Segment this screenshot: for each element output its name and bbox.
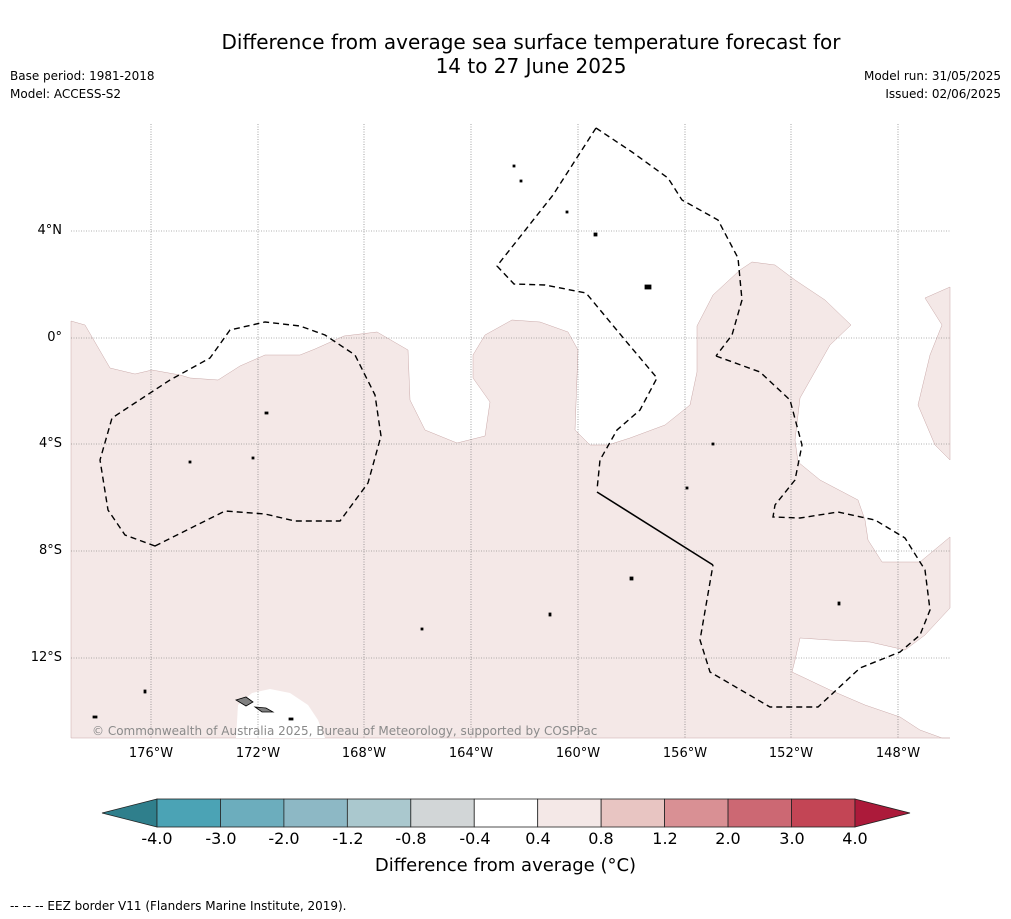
island-13 <box>420 627 424 631</box>
lat-label: 4°S <box>38 436 62 451</box>
colorbar-tick: 4.0 <box>842 829 868 848</box>
island-15 <box>519 179 523 183</box>
eez-line-islands-south <box>699 355 931 708</box>
colorbar-bin <box>156 798 221 828</box>
eez-phoenix <box>99 321 382 547</box>
island-14 <box>512 164 516 168</box>
lon-label: 176°W <box>128 746 174 761</box>
island-7 <box>593 232 598 237</box>
neutral-patch-south <box>236 689 325 738</box>
lon-label: 168°W <box>341 746 387 761</box>
colorbar-bin <box>600 798 666 828</box>
chart-title: Difference from average sea surface temp… <box>0 30 1011 78</box>
lon-label: 156°W <box>662 746 708 761</box>
issued-date: Issued: 02/06/2025 <box>885 87 1001 101</box>
maritime-boundary-solid <box>596 491 714 566</box>
colorbar-tick: -2.0 <box>268 829 300 848</box>
lon-label: 160°W <box>555 746 601 761</box>
samoa-island-large <box>235 696 254 707</box>
island-6 <box>288 717 294 721</box>
anomaly-region <box>70 261 951 739</box>
colorbar-bin <box>410 798 475 828</box>
model-name: Model: ACCESS-S2 <box>10 87 122 101</box>
colorbar-tick: -3.0 <box>205 829 237 848</box>
colorbar-tick: 0.8 <box>588 829 614 848</box>
island-1 <box>264 411 269 415</box>
lat-label: 12°S <box>30 650 62 665</box>
meta-left: Base period: 1981-2018 Model: ACCESS-S2 <box>10 67 155 103</box>
colorbar-tick: 1.2 <box>652 829 678 848</box>
colorbar-tick: -0.8 <box>395 829 427 848</box>
colorbar-tick: -1.2 <box>332 829 364 848</box>
copyright-notice: © Commonwealth of Australia 2025, Bureau… <box>92 724 598 738</box>
title-line-2: 14 to 27 June 2025 <box>435 54 627 78</box>
colorbar-bin <box>537 798 602 828</box>
colorbar-tick: 3.0 <box>779 829 805 848</box>
colorbar-bin <box>283 798 348 828</box>
graticule <box>71 124 950 738</box>
colorbar-title: Difference from average (°C) <box>374 855 637 876</box>
island-16 <box>565 210 569 214</box>
colorbar-bin <box>664 798 729 828</box>
colorbar-extend-low <box>101 798 158 828</box>
lat-label: 4°N <box>37 223 63 238</box>
lon-label: 164°W <box>448 746 494 761</box>
lon-label: 148°W <box>875 746 921 761</box>
island-11 <box>629 576 634 581</box>
base-period: Base period: 1981-2018 <box>10 69 155 83</box>
model-run: Model run: 31/05/2025 <box>863 69 1001 83</box>
eez-borders <box>99 127 931 708</box>
colorbar-bin <box>473 798 539 828</box>
colorbar-bin <box>727 798 792 828</box>
colorbar-tick: 0.4 <box>525 829 551 848</box>
island-5 <box>92 715 98 719</box>
island-10 <box>685 486 689 490</box>
colorbar-bin <box>791 798 856 828</box>
anomaly-region-east <box>917 286 951 461</box>
colorbar-bin <box>346 798 412 828</box>
colorbar-bin <box>220 798 285 828</box>
title-line-1: Difference from average sea surface temp… <box>221 30 841 54</box>
island-17 <box>837 601 841 606</box>
island-3 <box>188 460 192 464</box>
colorbar-extend-high <box>854 798 911 828</box>
colorbar <box>101 798 911 828</box>
island-2 <box>251 456 255 460</box>
eez-line-islands-west <box>496 127 658 491</box>
colorbar-tick: -4.0 <box>141 829 173 848</box>
eez-footnote: -- -- -- EEZ border V11 (Flanders Marine… <box>10 899 347 913</box>
colorbar-tick: 2.0 <box>715 829 741 848</box>
colorbar-tick: -0.4 <box>459 829 491 848</box>
lat-label: 8°S <box>38 543 62 558</box>
island-12 <box>548 612 552 617</box>
lon-label: 172°W <box>235 746 281 761</box>
samoa-island-small <box>253 706 275 713</box>
meta-right: Model run: 31/05/2025 Issued: 02/06/2025 <box>864 67 1001 103</box>
islands <box>92 164 841 721</box>
lon-label: 152°W <box>768 746 814 761</box>
lat-label: 0° <box>47 330 62 345</box>
island-9 <box>711 442 715 446</box>
island-4 <box>143 689 147 694</box>
island-8 <box>644 284 652 290</box>
eez-line-islands-north <box>595 127 743 357</box>
